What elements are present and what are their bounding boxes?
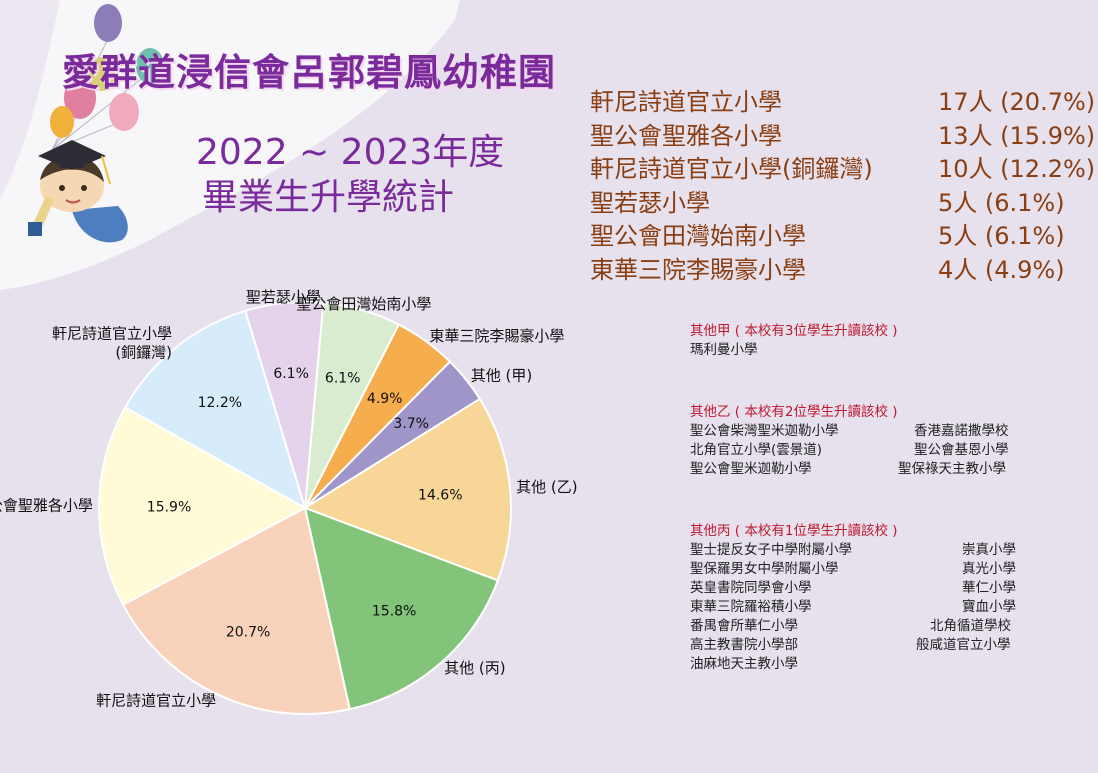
stat-school-name: 聖公會田灣始南小學 [590,222,806,250]
stat-row: 軒尼詩道官立小學(銅鑼灣) 10人 (12.2%) [590,149,1095,183]
stat-row: 軒尼詩道官立小學 17人 (20.7%) [590,82,1095,116]
stat-count: 17人 (20.7%) [938,88,1096,116]
list-item: 瑪利曼小學 [690,341,1030,360]
school-name: 華仁小學 [962,580,1016,596]
stat-school-name: 東華三院李賜豪小學 [590,255,806,284]
others-bing-block: 其他丙 ( 本校有1位學生升讀該校 ) 聖士提反女子中學附屬小學 崇真小學 聖保羅… [690,522,1030,674]
decorative-backdrop-shade [0,0,60,200]
pie-category-label: 聖若瑟小學 [246,288,321,306]
stat-school-name: 軒尼詩道官立小學(銅鑼灣) [590,155,873,183]
list-item: 聖保羅男女中學附屬小學 真光小學 [690,560,1030,579]
school-name: 油麻地天主教小學 [690,656,798,672]
pie-category-label: 聖公會田灣始南小學 [296,295,431,313]
school-name: 聖保祿天主教小學 [898,461,1006,477]
stat-row: 聖公會聖雅各小學 13人 (15.9%) [590,116,1095,150]
graduate-boy-icon [28,140,128,243]
school-name: 般咸道官立小學 [916,637,1011,653]
pie-slice [98,406,308,607]
pie-percent-label: 6.1% [325,370,361,386]
stat-school-name: 聖若瑟小學 [590,188,710,217]
pie-percent-label: 14.6% [418,488,462,504]
balloon-icon [64,77,96,119]
stat-count: 13人 (15.9%) [938,121,1096,150]
school-name: 高主教書院小學部 [690,637,798,653]
school-name: 英皇書院同學會小學 [690,580,812,596]
list-item: 油麻地天主教小學 [690,655,1030,674]
school-name: 聖公會聖米迦勒小學 [690,461,812,477]
pie-category-label: 軒尼詩道官立小學(銅鑼灣) [52,325,172,362]
pie-percent-label: 15.8% [372,604,416,620]
school-name: 番禺會所華仁小學 [690,618,798,634]
stat-count: 5人 (6.1%) [938,188,1065,217]
others-jia-block: 其他甲 ( 本校有3位學生升讀該校 ) 瑪利曼小學 [690,322,1030,360]
school-name: 寶血小學 [962,599,1016,615]
page-title: 愛群道浸信會呂郭碧鳳幼稚園 [62,51,556,94]
pie-percent-label: 12.2% [198,395,242,411]
stat-school-name: 軒尼詩道官立小學 [590,88,782,116]
others-yi-block: 其他乙 ( 本校有2位學生升讀該校 ) 聖公會柴灣聖米迦勒小學 香港嘉諾撒學校 北… [690,403,1030,479]
pie-percent-label: 6.1% [273,366,309,382]
school-name: 崇真小學 [962,542,1016,558]
school-name: 香港嘉諾撒學校 [914,423,1009,439]
list-item: 高主教書院小學部 般咸道官立小學 [690,636,1030,655]
others-yi-heading: 其他乙 ( 本校有2位學生升讀該校 ) [690,404,898,420]
others-bing-heading: 其他丙 ( 本校有1位學生升讀該校 ) [690,523,898,539]
school-name: 東華三院羅裕積小學 [690,599,812,615]
school-name: 聖公會基恩小學 [914,442,1009,458]
year-title: 2022 ~ 2023年度 [196,132,505,173]
school-name: 瑪利曼小學 [690,342,758,358]
pie-category-label: 東華三院李賜豪小學 [429,327,564,345]
decorative-illustration [0,0,460,290]
balloon-icon [136,48,164,84]
list-item: 英皇書院同學會小學 華仁小學 [690,579,1030,598]
pie-category-label: 其他 (甲) [471,367,532,385]
pie-slice [303,506,500,711]
pie-percent-label: 15.9% [147,500,191,516]
stat-row: 聖公會田灣始南小學 5人 (6.1%) [590,216,1080,250]
list-item: 聖公會聖米迦勒小學 聖保祿天主教小學 [690,460,1030,479]
school-name: 北角官立小學(雲景道) [690,442,823,458]
pie-category-label: 軒尼詩道官立小學 [96,692,216,710]
subtitle: 畢業生升學統計 [202,177,455,218]
others-jia-heading: 其他甲 ( 本校有3位學生升讀該校 ) [690,323,898,339]
pie-category-label: 其他 (乙) [516,478,577,496]
stat-row: 東華三院李賜豪小學 4人 (4.9%) [590,250,1080,284]
pie-percent-label: 4.9% [367,391,403,407]
stat-school-name: 聖公會聖雅各小學 [590,121,782,150]
list-item: 東華三院羅裕積小學 寶血小學 [690,598,1030,617]
balloon-icon [89,57,115,91]
stat-count: 5人 (6.1%) [938,222,1065,250]
stat-row: 聖若瑟小學 5人 (6.1%) [590,183,1080,217]
school-name: 真光小學 [962,561,1016,577]
pie-slice [121,506,351,715]
list-item: 聖公會柴灣聖米迦勒小學 香港嘉諾撒學校 [690,422,1030,441]
list-item: 聖士提反女子中學附屬小學 崇真小學 [690,541,1030,560]
pie-slice [302,397,512,582]
pie-category-label: 聖公會聖雅各小學 [0,497,93,515]
balloon-icon [50,106,74,138]
balloon-icon [109,93,139,131]
school-name: 聖保羅男女中學附屬小學 [690,561,839,577]
list-item: 北角官立小學(雲景道) 聖公會基恩小學 [690,441,1030,460]
list-item: 番禺會所華仁小學 北角循道學校 [690,617,1030,636]
stat-count: 4人 (4.9%) [938,255,1065,284]
school-name: 聖公會柴灣聖米迦勒小學 [690,423,839,439]
school-name: 聖士提反女子中學附屬小學 [690,542,852,558]
balloon-icon [94,4,122,42]
pie-percent-label: 20.7% [226,624,270,640]
stat-count: 10人 (12.2%) [938,155,1096,183]
school-name: 北角循道學校 [930,618,1011,634]
pie-category-label: 其他 (丙) [444,659,505,677]
top-schools-list: 軒尼詩道官立小學 17人 (20.7%) 聖公會聖雅各小學 13人 (15.9%) … [590,82,1095,284]
pie-percent-label: 3.7% [393,416,429,432]
